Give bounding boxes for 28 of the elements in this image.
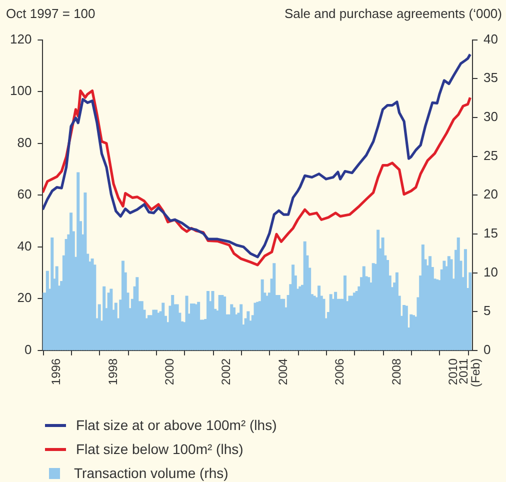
- y2-tick-label: 20: [484, 186, 498, 202]
- y2-tick-label: 40: [484, 31, 498, 46]
- x-tick-label: 2006: [332, 358, 347, 386]
- y-tick-label: 20: [17, 290, 32, 306]
- y2-tick-label: 35: [484, 70, 498, 86]
- x-tick-label: 2004: [276, 358, 290, 386]
- y2-tick-label: 25: [484, 148, 498, 163]
- y-tick-label: 40: [17, 238, 32, 254]
- y2-tick-label: 0: [484, 342, 491, 357]
- y2-tick-label: 30: [484, 109, 498, 124]
- x-tick-label: 1996: [49, 358, 64, 386]
- legend-label: Transaction volume (rhs): [74, 465, 228, 481]
- y-axis-title: Oct 1997 = 100: [6, 6, 96, 21]
- y2-axis-title: Sale and purchase agreements (‘000): [284, 6, 502, 21]
- y-tick-label: 120: [10, 31, 32, 46]
- y-tick-label: 100: [10, 83, 32, 98]
- y-tick-label: 0: [24, 342, 32, 357]
- y2-tick-label: 15: [484, 226, 498, 241]
- y2-tick-label: 5: [484, 303, 491, 318]
- x-tick-label: 2002: [219, 358, 234, 386]
- legend-label: Flat size at or above 100m² (lhs): [76, 417, 277, 433]
- x-tick-label: 2008: [389, 358, 404, 386]
- legend-label: Flat size below 100m² (lhs): [76, 441, 244, 457]
- x-tick-label: 2000: [162, 358, 177, 386]
- x-tick-label: 1998: [106, 358, 120, 386]
- y2-tick-label: 10: [484, 264, 498, 280]
- y-tick-label: 80: [17, 134, 32, 150]
- y-tick-label: 60: [17, 186, 32, 202]
